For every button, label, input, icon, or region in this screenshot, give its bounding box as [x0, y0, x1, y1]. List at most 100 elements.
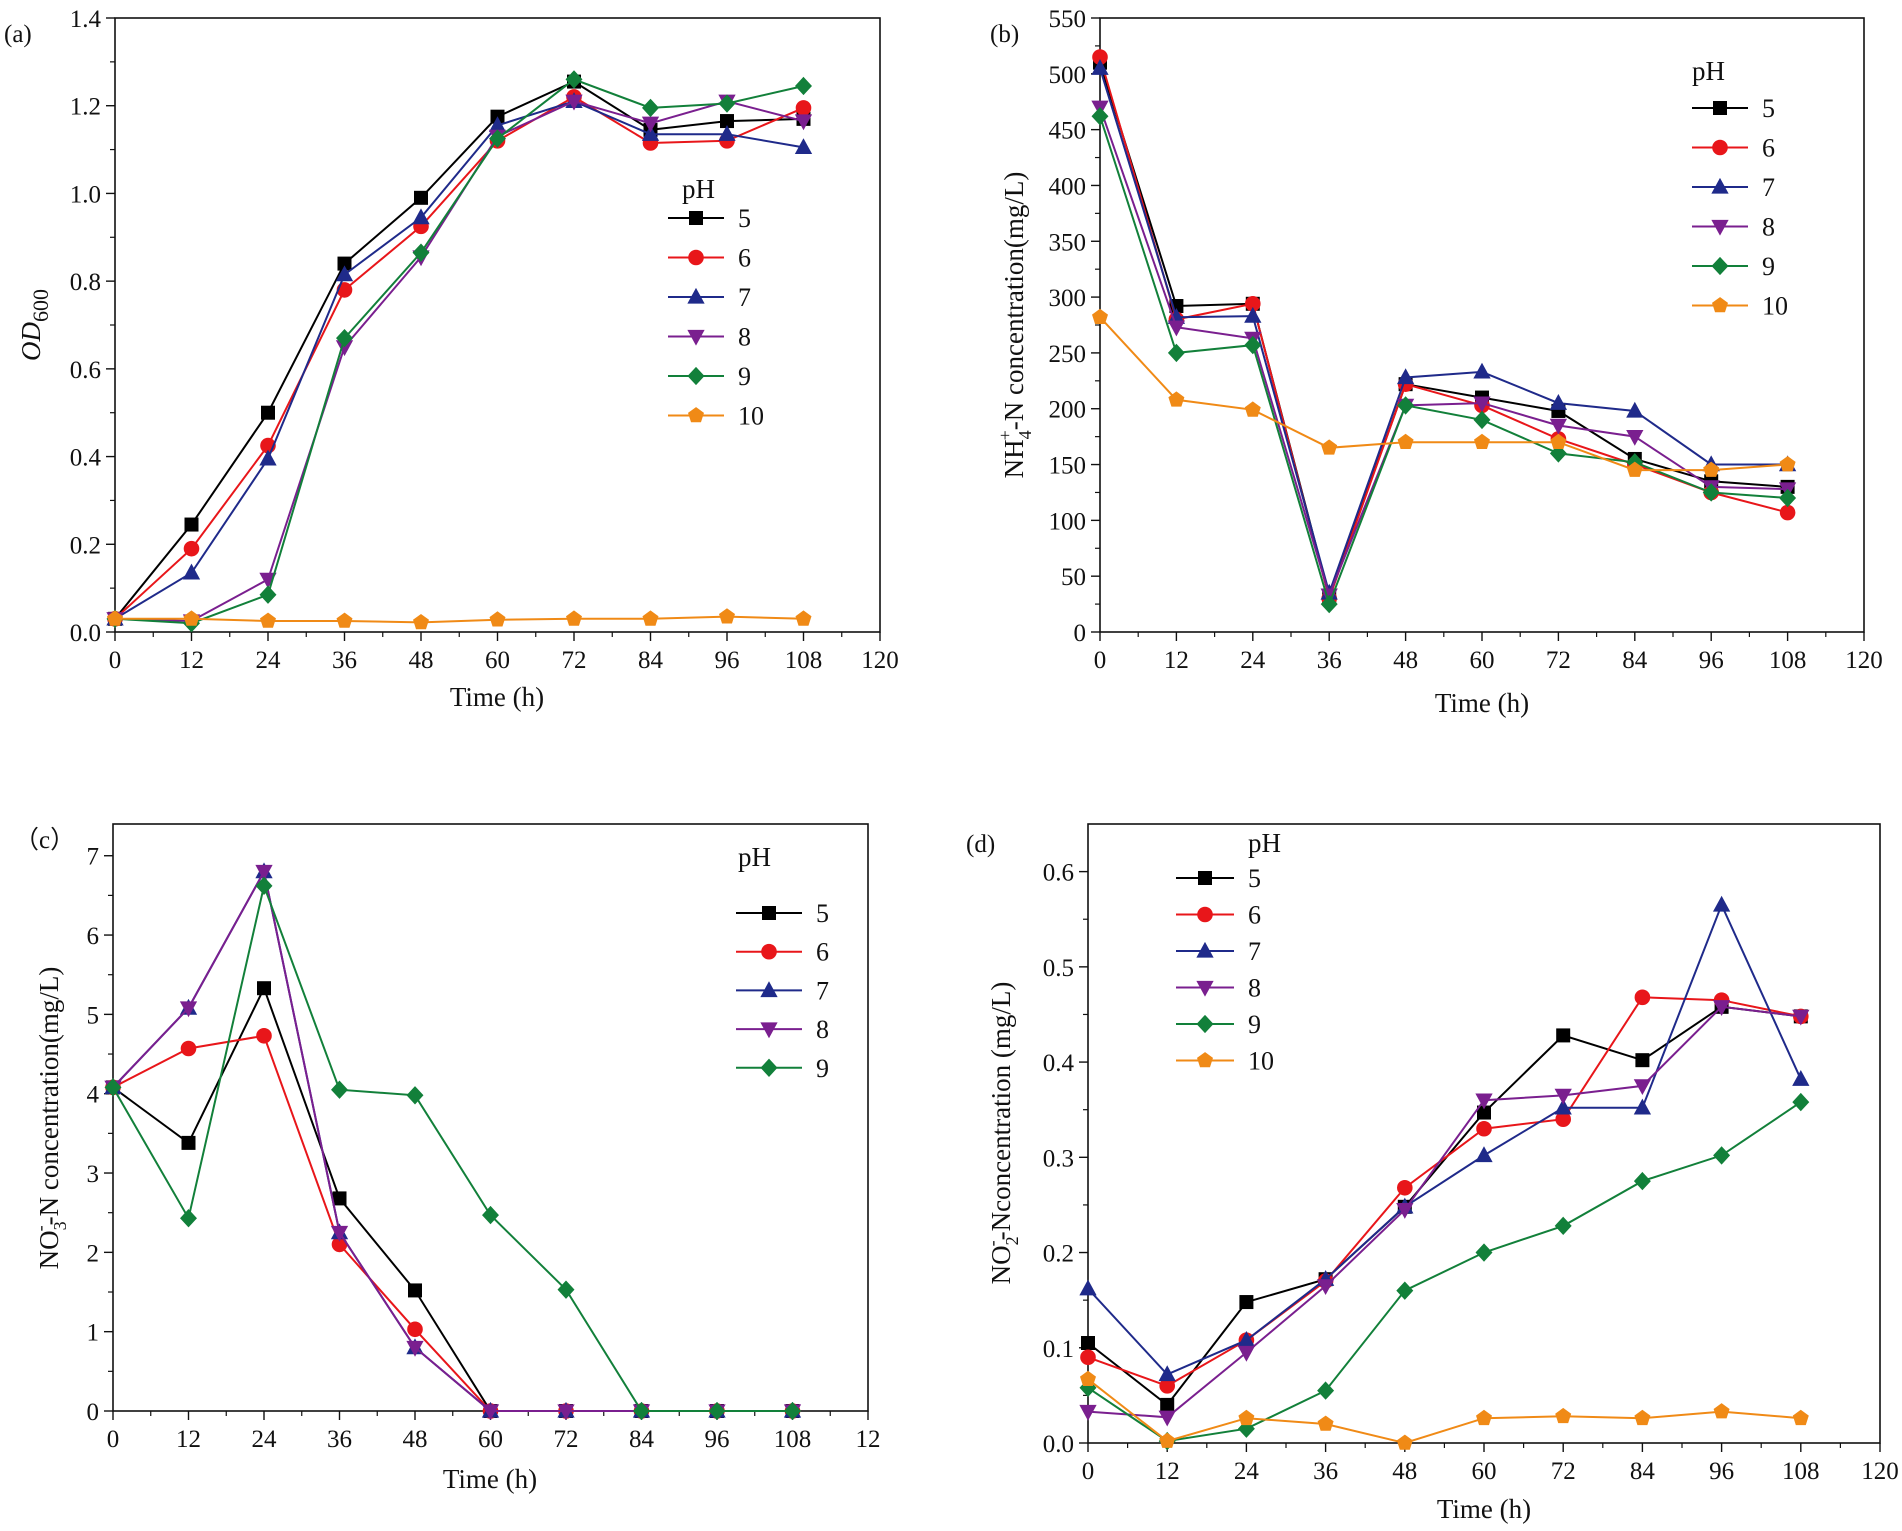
- x-tick-label: 60: [1470, 647, 1495, 674]
- data-point: [557, 1404, 575, 1421]
- data-point: [1476, 1120, 1492, 1137]
- data-point: [1549, 418, 1568, 435]
- y-tick-label: 0.1: [1043, 1336, 1074, 1363]
- data-point: [332, 1191, 347, 1206]
- data-point: [259, 585, 277, 604]
- data-point: [1473, 362, 1491, 379]
- data-point: [1626, 401, 1644, 418]
- data-point: [1702, 483, 1720, 502]
- series-5: [106, 981, 800, 1418]
- legend-label: 10: [1248, 1047, 1274, 1076]
- data-point: [259, 449, 277, 466]
- series-line-6: [1099, 56, 1788, 602]
- x-tick-label: 36: [332, 647, 357, 674]
- data-point: [1080, 1370, 1096, 1386]
- data-point: [183, 610, 200, 626]
- data-point: [1712, 1000, 1731, 1017]
- y-tick-label: 6: [87, 923, 100, 950]
- series-7: [1091, 59, 1797, 600]
- legend-marker: [1198, 871, 1212, 885]
- legend-label: 10: [1762, 292, 1788, 321]
- legend-title: pH: [1248, 828, 1281, 858]
- data-point: [255, 876, 273, 896]
- x-tick-label: 72: [1551, 1458, 1576, 1485]
- series-line-5: [114, 80, 804, 620]
- series-line-9: [114, 78, 804, 625]
- data-point: [330, 1225, 349, 1242]
- data-point: [413, 613, 429, 630]
- legend-label: 8: [816, 1015, 829, 1044]
- x-tick-label: 72: [562, 647, 587, 674]
- data-point: [718, 125, 736, 141]
- data-point: [784, 1401, 801, 1421]
- data-point: [1626, 429, 1644, 446]
- series-10: [107, 608, 812, 630]
- data-point: [1792, 1409, 1809, 1426]
- data-point: [1633, 1079, 1652, 1096]
- x-tick-label: 48: [409, 647, 434, 674]
- data-point: [1792, 1070, 1810, 1086]
- data-point: [795, 610, 812, 626]
- legend: pH 5 6 7 8 9 10: [668, 174, 764, 431]
- panel-letter: （c）: [14, 826, 75, 854]
- legend-marker: [760, 1022, 778, 1039]
- series-8: [1079, 1000, 1810, 1427]
- y-tick-label: 2: [87, 1240, 100, 1267]
- legend-label: 7: [816, 976, 829, 1005]
- x-tick-label: 120: [861, 647, 899, 674]
- legend-marker: [1197, 906, 1213, 923]
- y-tick-label: 0.6: [70, 357, 101, 384]
- plot-frame: [1099, 17, 1865, 633]
- y-tick-label: 1.2: [70, 94, 101, 121]
- series-line-8: [1099, 106, 1788, 599]
- legend-label: 10: [738, 402, 764, 431]
- x-tick-label: 0: [107, 1426, 120, 1453]
- data-point: [179, 1001, 198, 1018]
- series-line-5: [1087, 1005, 1801, 1407]
- x-tick-label: 48: [1393, 647, 1418, 674]
- data-point: [557, 1280, 575, 1299]
- data-point: [1396, 1203, 1414, 1219]
- data-point: [1244, 335, 1262, 355]
- legend-label: 5: [738, 204, 751, 233]
- series-10: [1080, 1370, 1809, 1450]
- data-point: [1160, 1397, 1175, 1412]
- x-tick-label: 36: [327, 1426, 352, 1453]
- series-7: [104, 862, 802, 1418]
- x-tick-label: 72: [1546, 647, 1571, 674]
- legend: pH 5 6 7 8 9 10: [1176, 828, 1281, 1076]
- data-point: [1091, 59, 1109, 75]
- legend-label: 7: [738, 283, 751, 312]
- x-axis-label: Time (h): [1435, 688, 1529, 718]
- series-9: [1091, 107, 1797, 614]
- data-point: [1397, 396, 1415, 415]
- x-tick-label: 72: [554, 1426, 579, 1453]
- data-point: [1779, 488, 1797, 508]
- y-tick-label: 1.4: [70, 6, 102, 33]
- data-point: [1635, 1053, 1650, 1068]
- x-tick-label: 48: [1392, 1458, 1417, 1485]
- data-point: [1396, 368, 1415, 385]
- data-point: [1792, 1092, 1810, 1112]
- x-tick-label: 0: [1082, 1458, 1095, 1485]
- legend-title: pH: [1692, 56, 1725, 86]
- x-tick-label: 12: [1155, 1458, 1180, 1485]
- y-tick-label: 0.0: [70, 620, 101, 647]
- data-point: [1474, 433, 1490, 449]
- x-tick-label: 96: [1699, 647, 1724, 674]
- data-point: [1237, 1345, 1256, 1362]
- y-axis-label: NO3--N concentration(mg/L): [30, 967, 70, 1270]
- data-point: [336, 612, 353, 628]
- series-7: [106, 92, 813, 626]
- x-tick-label: 108: [774, 1426, 812, 1453]
- data-point: [1554, 1216, 1572, 1236]
- y-tick-label: 300: [1049, 285, 1087, 312]
- data-point: [1091, 107, 1109, 126]
- legend-marker: [687, 329, 705, 346]
- data-point: [1316, 1279, 1335, 1296]
- series-6: [105, 1027, 801, 1419]
- x-tick-label: 84: [1622, 647, 1648, 674]
- data-point: [180, 1209, 197, 1228]
- legend-label: 8: [1762, 213, 1775, 242]
- legend-marker: [689, 211, 703, 225]
